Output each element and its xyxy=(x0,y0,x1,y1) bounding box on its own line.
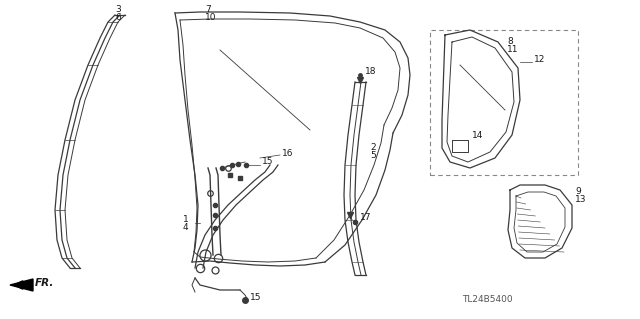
Text: 15: 15 xyxy=(262,158,273,167)
Text: 12: 12 xyxy=(534,56,545,64)
Text: 5: 5 xyxy=(370,151,376,160)
Text: 10: 10 xyxy=(205,12,216,21)
Text: 3: 3 xyxy=(115,5,121,14)
Polygon shape xyxy=(10,279,33,291)
Text: FR.: FR. xyxy=(35,278,54,288)
Text: 4: 4 xyxy=(183,222,189,232)
Bar xyxy=(430,30,578,175)
Text: 2: 2 xyxy=(370,144,376,152)
Text: 7: 7 xyxy=(205,5,211,14)
Text: 15: 15 xyxy=(250,293,262,302)
Text: 11: 11 xyxy=(507,44,518,54)
Text: 6: 6 xyxy=(115,12,121,21)
Text: 16: 16 xyxy=(282,149,294,158)
Text: 14: 14 xyxy=(472,131,483,140)
Text: 8: 8 xyxy=(507,38,513,47)
Text: 9: 9 xyxy=(575,188,580,197)
Text: 18: 18 xyxy=(365,68,376,77)
Text: 1: 1 xyxy=(183,216,189,225)
Text: TL24B5400: TL24B5400 xyxy=(462,295,513,305)
Text: 13: 13 xyxy=(575,195,586,204)
Text: 17: 17 xyxy=(360,213,371,222)
